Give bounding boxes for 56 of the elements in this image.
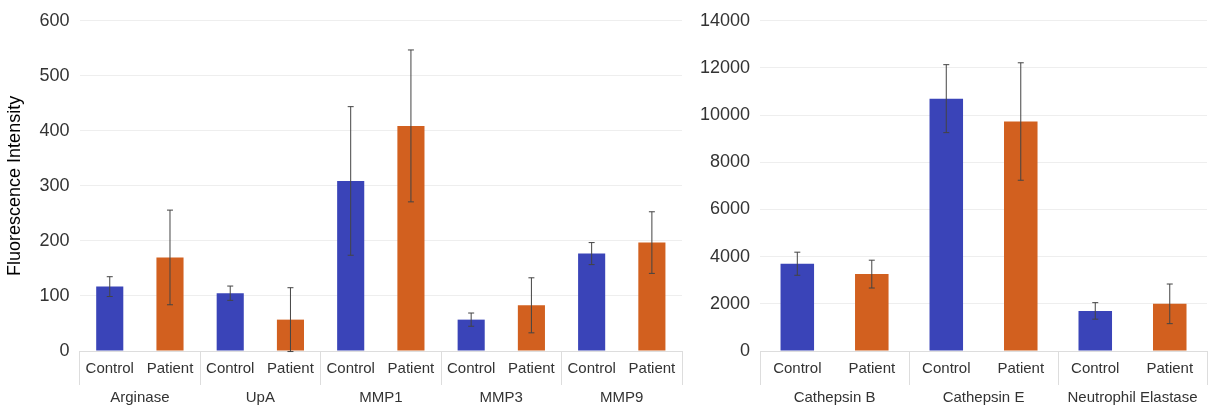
text: Control: [567, 358, 616, 376]
bar: [216, 293, 244, 351]
text: Patient: [387, 358, 435, 376]
text: Control: [922, 358, 971, 376]
x-tick-label: UpA: [245, 388, 275, 406]
y-tick-label: 2000: [710, 292, 751, 313]
series-label: Patient: [848, 358, 896, 376]
bar: [457, 319, 485, 351]
y-axis-title: Fluorescence Intensity: [3, 95, 24, 276]
y-tick-label: 100: [39, 284, 70, 305]
x-tick-label: MMP1: [359, 388, 403, 406]
text: Patient: [997, 358, 1045, 376]
bar: [780, 263, 815, 351]
bar: [517, 305, 545, 351]
x-tick-label: Cathepsin B: [793, 388, 876, 406]
y-tick-label: 12000: [699, 56, 751, 77]
y-tick-label: 6000: [710, 198, 751, 219]
x-tick-label: Neutrophil Elastase: [1067, 388, 1198, 406]
bar: [1152, 303, 1187, 351]
y-tick-label: 500: [39, 64, 70, 85]
y-tick-label: 0: [59, 339, 70, 360]
bar: [929, 98, 964, 351]
text: Patient: [146, 358, 194, 376]
series-label: Control: [773, 358, 822, 376]
text: Control: [1071, 358, 1120, 376]
y-tick-label: 400: [39, 119, 70, 140]
x-tick-label: MMP3: [479, 388, 523, 406]
text: Control: [326, 358, 375, 376]
bar: [397, 125, 425, 351]
bar: [1078, 310, 1113, 351]
x-tick-label: MMP9: [600, 388, 644, 406]
bar: [96, 286, 124, 351]
y-tick-label: 200: [39, 229, 70, 250]
y-tick-label: 600: [39, 9, 70, 30]
bar: [1004, 121, 1038, 351]
y-tick-label: 14000: [699, 9, 751, 30]
text: Control: [85, 358, 134, 376]
bar: [578, 253, 606, 351]
bar: [337, 180, 365, 351]
y-tick-label: 0: [740, 339, 751, 360]
text: Patient: [508, 358, 555, 376]
text: Patient: [267, 358, 314, 376]
bar: [156, 257, 184, 351]
text: Patient: [1146, 358, 1194, 376]
bar: [276, 319, 305, 351]
x-tick-label: Arginase: [110, 388, 170, 406]
y-tick-label: 10000: [699, 104, 751, 125]
text: Control: [446, 358, 496, 376]
bar: [638, 242, 666, 351]
y-tick-label: 4000: [710, 245, 751, 266]
x-tick-label: Cathepsin E: [942, 388, 1025, 406]
y-tick-label: 300: [39, 174, 70, 195]
bar: [855, 274, 889, 351]
series-label: Control: [206, 358, 255, 376]
series-label: Patient: [628, 358, 677, 376]
y-tick-label: 8000: [710, 151, 751, 172]
